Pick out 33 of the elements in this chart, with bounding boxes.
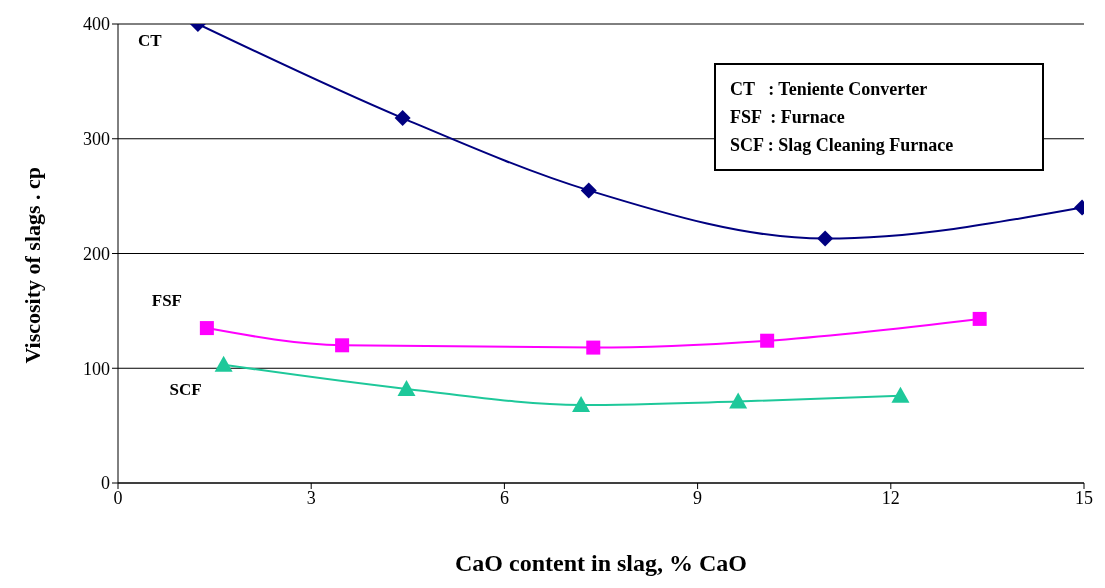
y-axis-title: Viscosity of slags . cp: [19, 166, 45, 364]
point: [817, 230, 834, 247]
series-label: SCF: [169, 379, 202, 399]
point: [760, 333, 775, 348]
series-label: CT: [138, 31, 163, 50]
annotation: SCF : Slag Cleaning Furnace: [730, 134, 955, 157]
point: [972, 311, 987, 326]
y-tick-label: 400: [83, 14, 110, 35]
x-axis-title: CaO content in slag, % CaO: [454, 550, 748, 576]
x-tick-label: 0: [113, 487, 123, 508]
point: [580, 182, 597, 199]
x-tick-label: 6: [499, 487, 509, 508]
point: [199, 321, 214, 336]
x-tick-label: 12: [881, 487, 900, 508]
point: [572, 395, 591, 412]
point: [586, 340, 601, 355]
series-label: FSF: [151, 291, 182, 311]
key-box: CT : Teniente Converter FSF : Furnace SCF : Slag Cleaning Furnace: [714, 63, 1044, 171]
point: [394, 110, 411, 127]
point: [214, 355, 233, 372]
y-tick-label: 100: [83, 358, 110, 379]
point: [891, 386, 910, 403]
annotation: FSF : Furnace: [730, 106, 846, 129]
x-tick-label: 3: [306, 487, 316, 508]
annotation: CT : Teniente Converter: [730, 78, 929, 101]
x-tick-label: 15: [1075, 487, 1093, 508]
point: [729, 392, 748, 409]
y-tick-label: 0: [101, 473, 110, 494]
x-tick-label: 9: [693, 487, 703, 508]
point: [335, 338, 350, 353]
point: [397, 379, 416, 396]
y-tick-label: 200: [83, 243, 110, 264]
y-tick-label: 300: [83, 129, 110, 150]
